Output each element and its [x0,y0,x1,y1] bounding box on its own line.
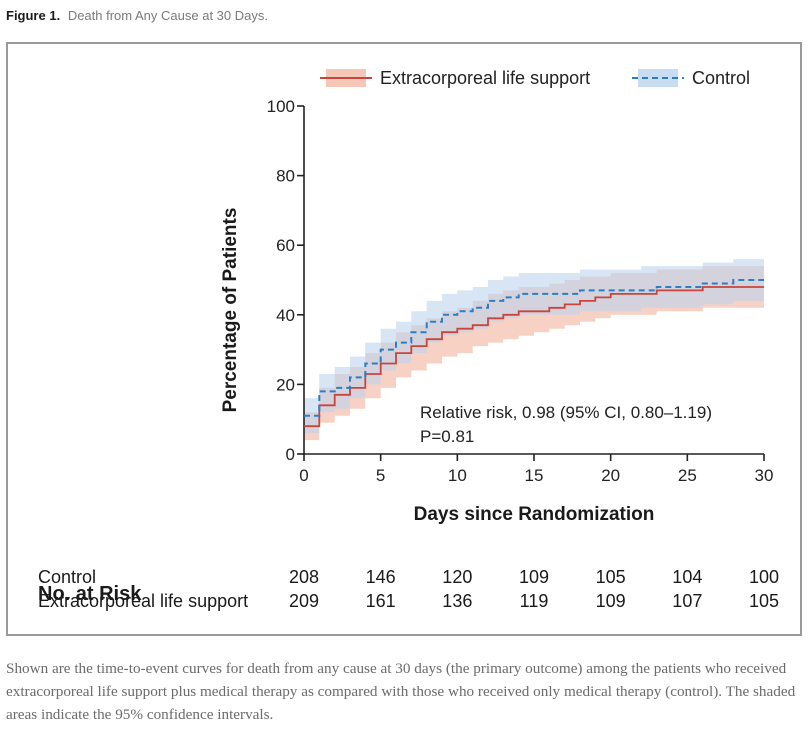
at-risk-value: 105 [748,591,780,611]
at-risk-value: 104 [672,567,703,587]
x-tick-label: 30 [755,466,774,485]
figure-label: Figure 1. [6,8,61,23]
curve-control [304,279,764,417]
x-tick-label: 5 [376,466,385,485]
at-risk-value: 208 [288,567,320,587]
legend-control-label: Control [692,68,750,88]
at-risk-value: 120 [442,567,473,587]
y-tick-label: 80 [276,167,295,186]
p-value-annotation: P=0.81 [420,427,474,446]
y-tick-label: 100 [267,97,295,116]
at-risk-value: 109 [595,591,626,611]
figure-caption: Shown are the time-to-event curves for d… [6,660,796,723]
y-tick-label: 40 [276,306,295,325]
at-risk-value: 136 [442,591,473,611]
at-risk-value: 109 [518,567,550,587]
at-risk-value: 209 [288,591,320,611]
x-tick-label: 25 [678,466,697,485]
x-tick-label: 0 [299,466,308,485]
relative-risk-annotation: Relative risk, 0.98 (95% CI, 0.80–1.19) [420,403,712,422]
at-risk-value: 119 [519,591,549,611]
x-tick-label: 15 [525,466,544,485]
y-tick-label: 0 [286,445,295,464]
y-tick-label: 20 [276,375,295,394]
x-tick-label: 20 [601,466,620,485]
at-risk-label-control: Control [38,567,97,587]
figure-frame: 0 20 40 60 80 100 0 5 10 15 20 25 30 Days since Rando… [6,42,802,636]
curve-ecls [304,286,764,428]
at-risk-value: 146 [365,567,396,587]
legend-ecls-label: Extracorporeal life support [380,68,590,88]
figure-title: Death from Any Cause at 30 Days. [67,8,268,23]
at-risk-value: 107 [672,591,703,611]
y-tick-label: 60 [276,236,295,255]
at-risk-value: 100 [748,567,780,587]
km-chart: 0 20 40 60 80 100 0 5 10 15 20 25 30 Days since Rando… [220,68,774,525]
at-risk-label-ecls: Extracorporeal life support [38,591,249,611]
at-risk-title: No. at Risk [38,583,142,605]
x-tick-label: 10 [448,466,467,485]
ci-band-control [304,259,764,434]
y-axis-label: Percentage of Patients [220,208,241,413]
at-risk-value: 105 [595,567,626,587]
x-axis-label: Days since Randomization [414,504,655,525]
ci-band-ecls [304,266,764,441]
at-risk-value: 161 [365,591,396,611]
figure-header: Figure 1. Death from Any Cause at 30 Day… [6,8,268,23]
